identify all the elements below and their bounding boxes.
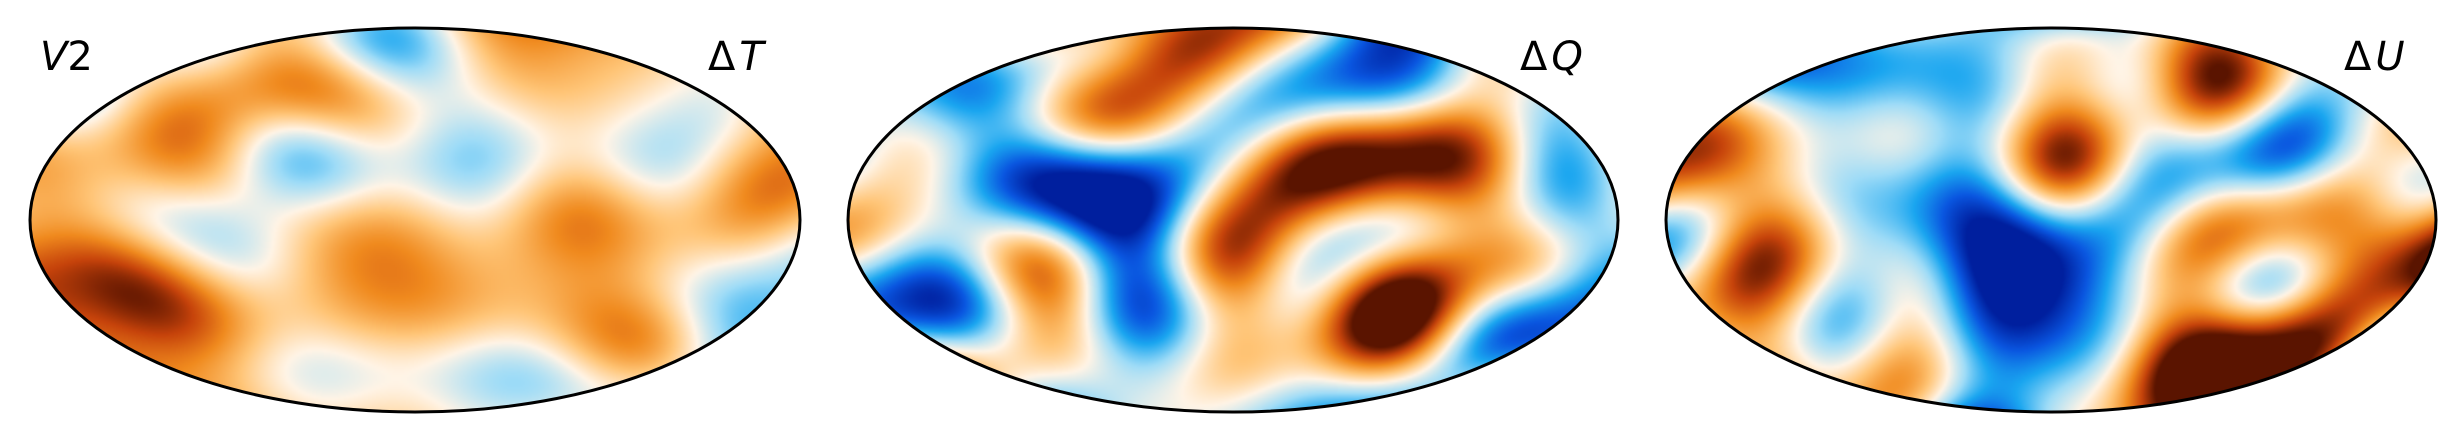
map-outline-1 xyxy=(28,26,802,414)
map-outline-2 xyxy=(846,26,1620,414)
map-outline-3 xyxy=(1664,26,2438,414)
sky-map-image-2 xyxy=(848,28,1618,412)
sky-map-image-3 xyxy=(1666,28,2436,412)
panel-1-left-label: V2 xyxy=(40,34,93,80)
sky-map-image-1 xyxy=(30,28,800,412)
